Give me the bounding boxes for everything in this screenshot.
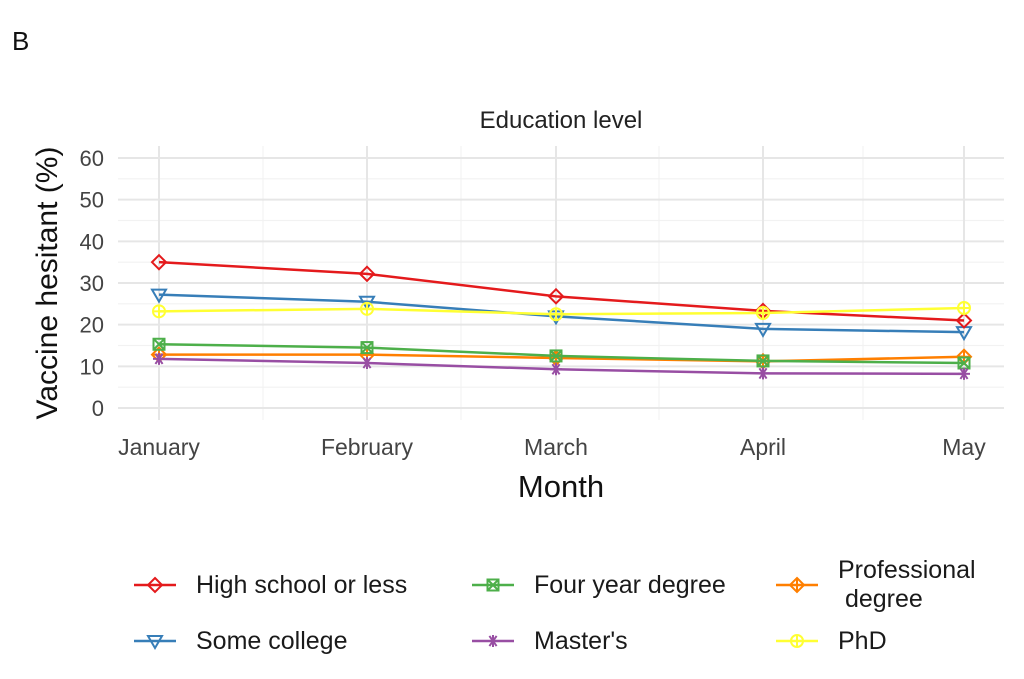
legend-item: Master's <box>470 626 628 656</box>
y-tick-label: 0 <box>92 396 104 421</box>
data-point-marker <box>146 576 164 594</box>
data-point-marker <box>358 265 376 283</box>
x-tick-label: March <box>524 434 588 460</box>
data-point-marker <box>957 356 971 370</box>
x-tick-label: January <box>118 434 200 460</box>
legend-label: Professional degree <box>838 556 976 613</box>
x-tick-label: April <box>740 434 786 460</box>
series-line <box>158 260 965 322</box>
data-point-marker <box>150 253 168 271</box>
legend-key-icon <box>134 635 176 650</box>
data-point-marker <box>955 312 973 329</box>
legend-label: Four year degree <box>534 571 726 599</box>
legend-item: Four year degree <box>470 570 726 600</box>
panel-label: B <box>12 26 30 56</box>
legend-item: High school or less <box>132 570 407 600</box>
data-point-marker <box>549 349 563 363</box>
x-axis-ticks: January February March April May <box>118 434 986 460</box>
legend-item: Some college <box>132 626 347 656</box>
y-tick-label: 40 <box>80 229 104 254</box>
data-point-marker <box>756 354 770 368</box>
y-tick-label: 10 <box>80 354 104 379</box>
x-tick-label: February <box>321 434 414 460</box>
data-point-marker <box>486 578 500 592</box>
data-point-marker <box>756 354 770 368</box>
series-phd <box>152 301 971 322</box>
x-axis-label: Month <box>518 469 604 504</box>
data-point-marker <box>150 288 168 304</box>
series-layer <box>150 253 973 380</box>
x-tick-label: May <box>942 434 986 460</box>
data-point-marker <box>152 338 166 351</box>
y-tick-label: 60 <box>80 146 104 171</box>
y-tick-label: 30 <box>80 271 104 296</box>
legend-key-icon <box>776 634 818 648</box>
legend-item: Professional degree <box>774 556 976 614</box>
y-tick-label: 20 <box>80 313 104 338</box>
data-point-marker <box>152 337 166 351</box>
series-master-s <box>153 352 970 380</box>
legend-key-icon <box>134 576 176 594</box>
series-four-year-degree <box>152 337 971 370</box>
data-point-marker <box>754 322 772 338</box>
grid <box>118 146 1004 420</box>
legend-key-icon <box>472 635 514 647</box>
data-point-marker <box>549 349 563 363</box>
chart-title: Education level <box>480 107 643 134</box>
data-point-marker <box>146 635 164 650</box>
legend-label: Some college <box>196 627 348 655</box>
legend-item: PhD <box>774 626 887 656</box>
legend-label: PhD <box>838 627 887 655</box>
data-point-marker <box>360 341 374 355</box>
y-tick-label: 50 <box>80 188 104 213</box>
data-point-marker <box>486 578 500 592</box>
y-axis-label: Vaccine hesitant (%) <box>31 147 64 420</box>
data-point-marker <box>547 287 565 305</box>
data-point-marker <box>360 341 374 354</box>
legend-key-icon <box>472 578 514 592</box>
y-axis-ticks: 0 10 20 30 40 50 60 <box>80 146 104 421</box>
legend-label: High school or less <box>196 571 408 599</box>
legend-key-icon <box>776 576 818 594</box>
legend-label: Master's <box>534 627 628 655</box>
data-point-marker <box>358 295 376 311</box>
